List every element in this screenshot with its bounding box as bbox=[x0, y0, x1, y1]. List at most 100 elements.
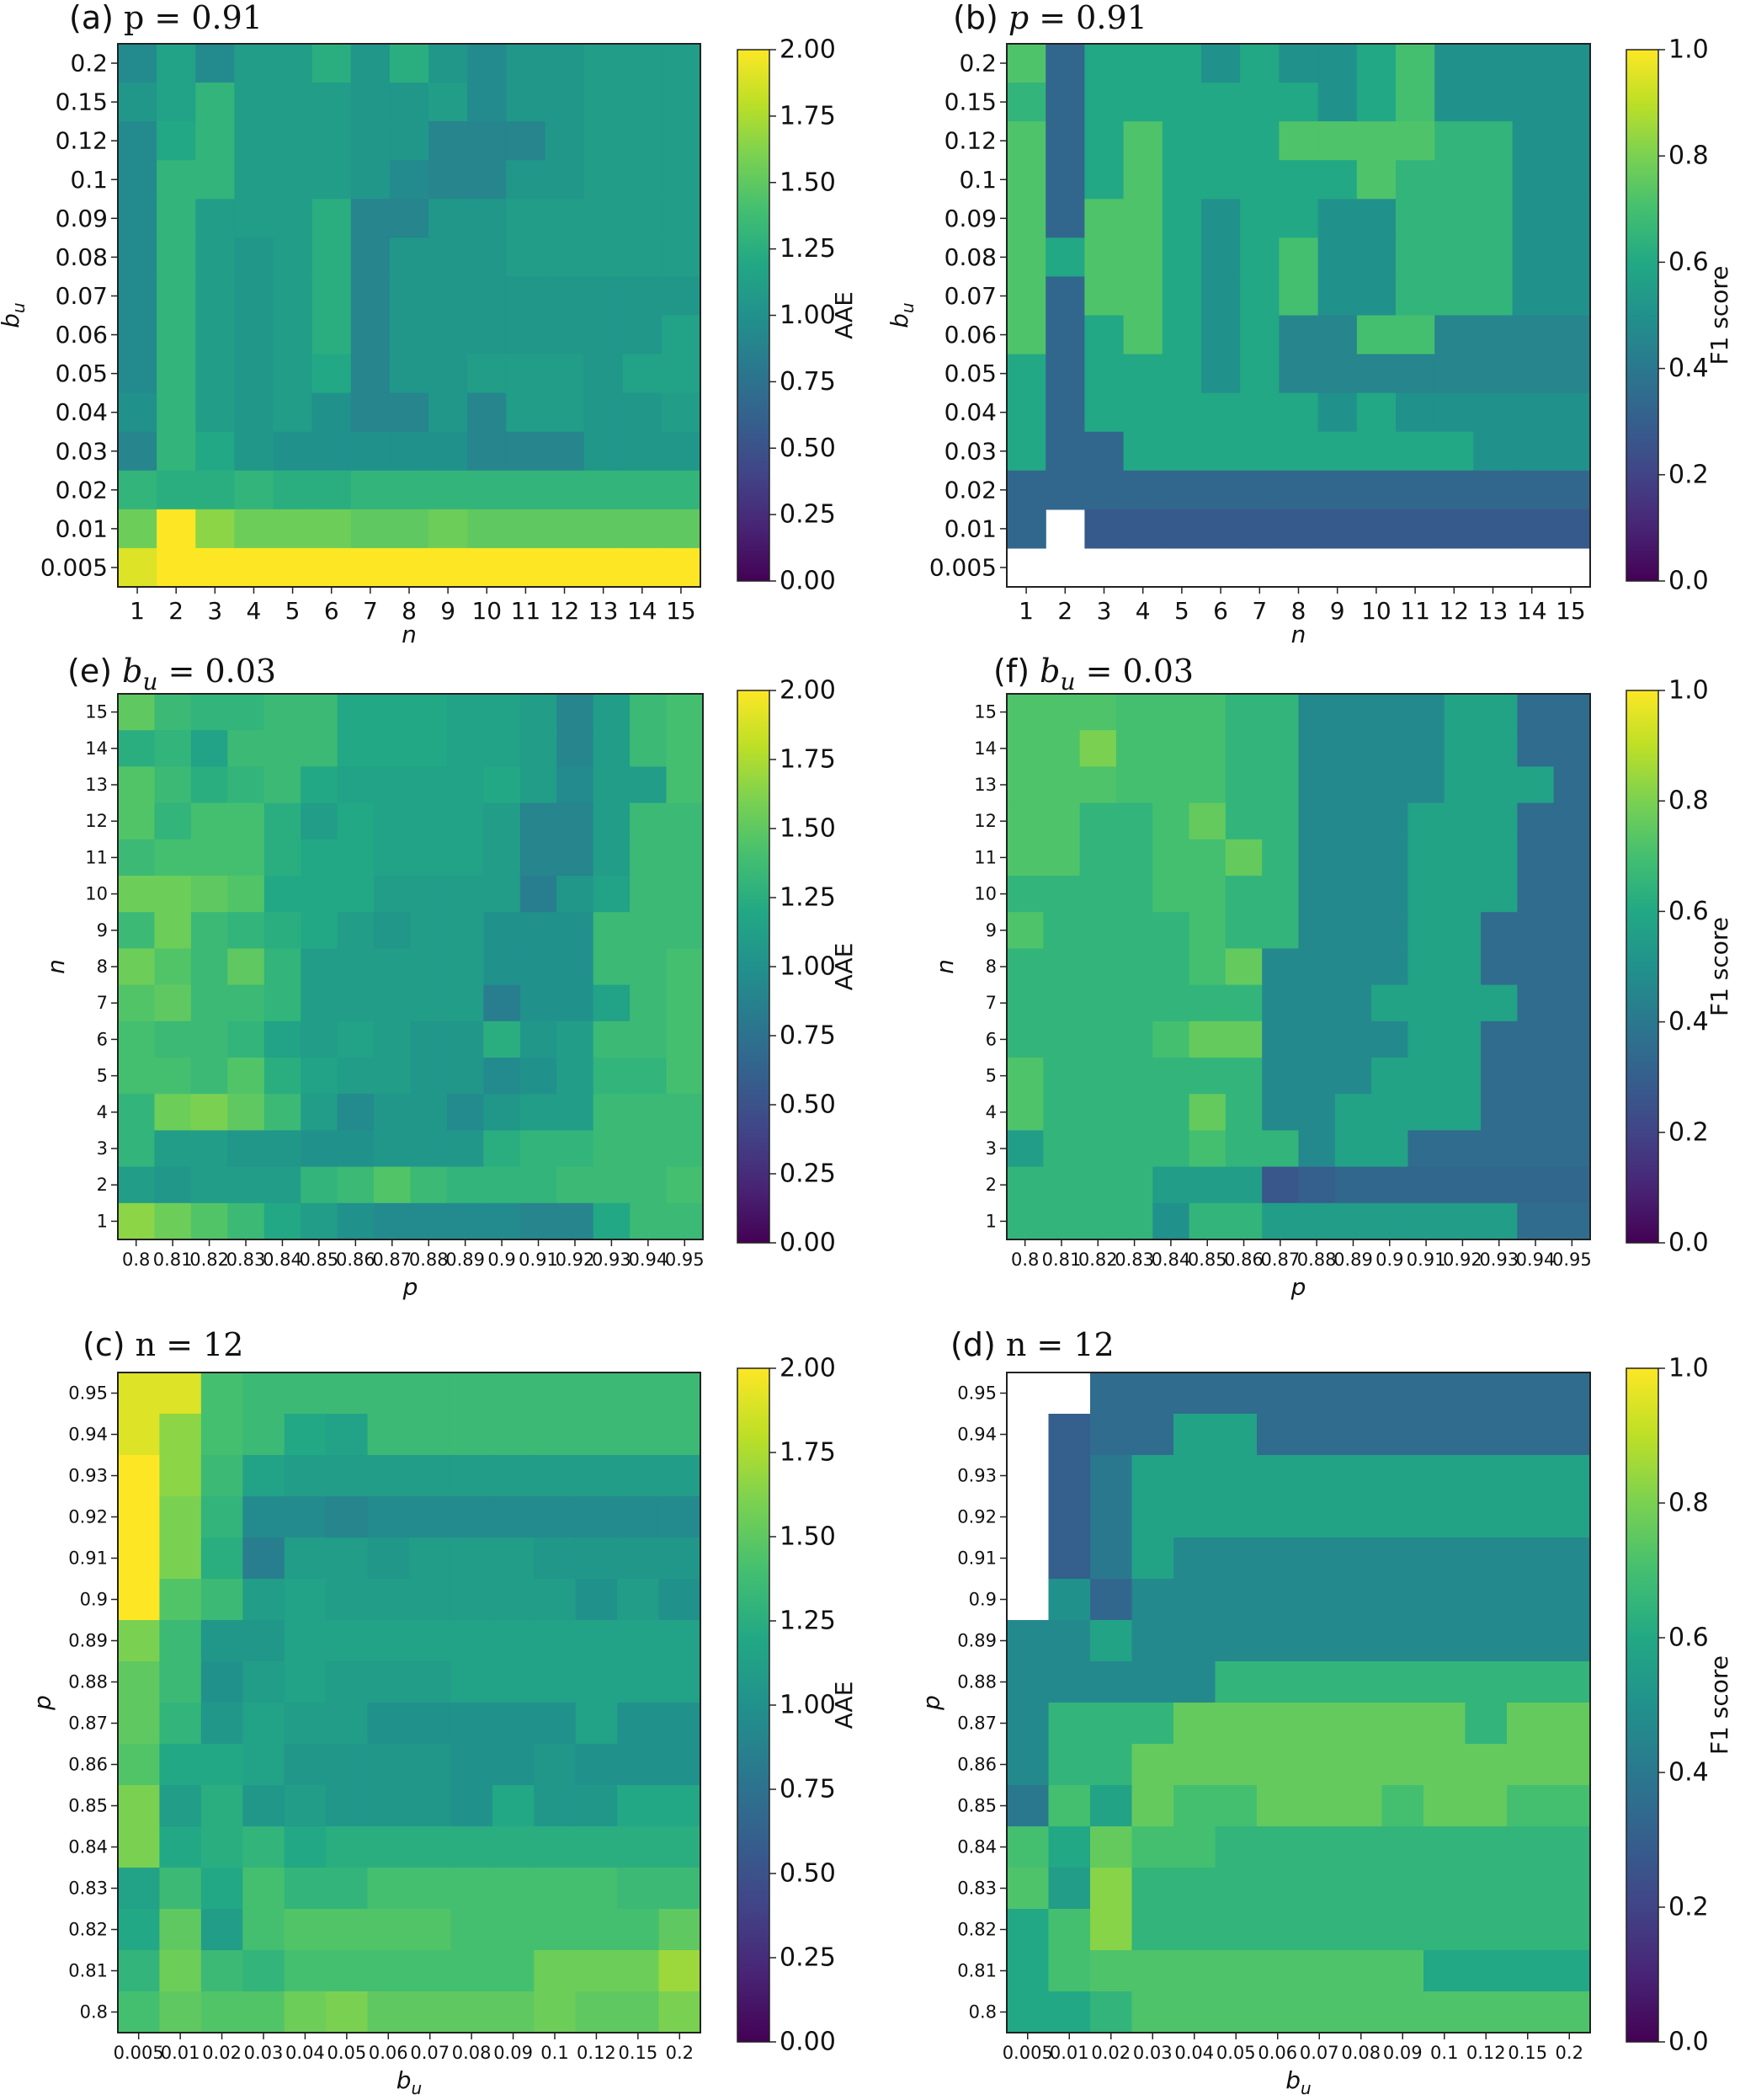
heatmap-cell bbox=[1215, 1826, 1258, 1868]
heatmap-cell bbox=[118, 1785, 161, 1827]
heatmap-cell bbox=[467, 470, 507, 510]
heatmap-cell bbox=[1423, 1496, 1466, 1538]
heatmap-cell bbox=[583, 354, 624, 394]
heatmap-cell bbox=[483, 1166, 521, 1204]
colorbar-tick-label: 0.75 bbox=[780, 367, 836, 397]
heatmap-cell bbox=[1551, 276, 1591, 317]
heatmap-cell bbox=[118, 1496, 161, 1538]
heatmap-cell bbox=[154, 948, 192, 986]
heatmap-cell bbox=[200, 1703, 243, 1745]
heatmap-cell bbox=[157, 354, 196, 394]
x-tick-label: 0.03 bbox=[244, 2043, 284, 2063]
heatmap-cell bbox=[1553, 948, 1591, 986]
heatmap-cell bbox=[534, 1538, 577, 1580]
x-tick-label: 1 bbox=[130, 597, 145, 625]
x-tick-label: 0.89 bbox=[1333, 1250, 1373, 1270]
heatmap-cell bbox=[661, 237, 701, 278]
heatmap-cell bbox=[1043, 1094, 1081, 1131]
heatmap-cells bbox=[118, 44, 701, 588]
heatmap-cell bbox=[374, 912, 412, 949]
heatmap-cell bbox=[200, 1826, 243, 1868]
heatmap-cell bbox=[519, 876, 557, 913]
heatmap-cell bbox=[1225, 1166, 1263, 1204]
heatmap-cell bbox=[1131, 1950, 1174, 1992]
heatmap-cell bbox=[450, 1785, 493, 1827]
heatmap-cell bbox=[622, 431, 662, 472]
heatmap-cell bbox=[1240, 470, 1280, 510]
heatmap-cell bbox=[658, 1826, 701, 1868]
heatmap-cell bbox=[506, 237, 546, 278]
heatmap-cell bbox=[450, 1414, 493, 1456]
heatmap-cell bbox=[1473, 160, 1514, 200]
heatmap-cell bbox=[1465, 1909, 1508, 1951]
heatmap-cell bbox=[1334, 1202, 1372, 1240]
heatmap-cell bbox=[1007, 1703, 1050, 1745]
heatmap-cell bbox=[630, 948, 668, 986]
heatmap-cell bbox=[483, 839, 521, 877]
heatmap-cell bbox=[1123, 315, 1163, 355]
y-tick-label: 0.95 bbox=[957, 1383, 997, 1404]
heatmap-cell bbox=[1507, 1991, 1550, 2033]
x-tick-label: 0.2 bbox=[1556, 2043, 1583, 2063]
heatmap-cell bbox=[1334, 1058, 1372, 1095]
colorbar-tick-label: 0.0 bbox=[1668, 567, 1709, 596]
heatmap-cell bbox=[409, 1455, 452, 1497]
title-value: = 0.91 bbox=[1029, 0, 1147, 36]
heatmap-cell bbox=[1225, 694, 1263, 731]
heatmap-cell bbox=[1123, 237, 1163, 278]
heatmap-cell bbox=[1444, 1130, 1482, 1168]
heatmap-cell bbox=[593, 694, 631, 731]
heatmap-cell bbox=[1043, 1021, 1081, 1058]
heatmap-cell bbox=[409, 1991, 452, 2033]
heatmap-cell bbox=[1262, 730, 1300, 767]
heatmap-cell bbox=[1257, 1950, 1300, 1992]
heatmap-cell bbox=[409, 1414, 452, 1456]
heatmap-cell bbox=[1407, 1058, 1445, 1095]
heatmap-cell bbox=[227, 1058, 265, 1095]
heatmap-cell bbox=[157, 44, 196, 83]
heatmap-cell bbox=[367, 1785, 410, 1827]
heatmap-cell bbox=[1434, 237, 1474, 278]
heatmap-cell bbox=[622, 547, 662, 588]
heatmap-cell bbox=[1473, 276, 1514, 317]
heatmap-cell bbox=[1396, 470, 1435, 510]
heatmap-cell bbox=[1507, 1785, 1550, 1827]
heatmap-cell bbox=[1407, 1021, 1445, 1058]
heatmap-cell bbox=[389, 237, 429, 278]
heatmap-cell bbox=[1473, 121, 1514, 161]
heatmap-cell bbox=[118, 121, 157, 161]
heatmap-cell bbox=[1298, 1579, 1341, 1621]
heatmap-cell bbox=[1007, 1826, 1050, 1868]
heatmap-cell bbox=[630, 839, 668, 877]
heatmap-cell bbox=[467, 276, 507, 317]
heatmap-cell bbox=[1517, 1058, 1555, 1095]
heatmap-cell bbox=[118, 237, 157, 278]
heatmap-cell bbox=[1340, 1496, 1383, 1538]
x-tick-label: 0.84 bbox=[263, 1250, 302, 1270]
heatmap-cell bbox=[1517, 730, 1555, 767]
heatmap-cell bbox=[1434, 199, 1474, 238]
heatmap-cell bbox=[1279, 392, 1319, 433]
heatmap-cell bbox=[666, 694, 704, 731]
heatmap-cell bbox=[1240, 392, 1280, 433]
heatmap-cell bbox=[301, 1094, 338, 1131]
heatmap-cell bbox=[1007, 1130, 1044, 1168]
heatmap-cell bbox=[556, 694, 594, 731]
heatmap-cell bbox=[1048, 1744, 1091, 1786]
heatmap-cell bbox=[1262, 876, 1300, 913]
heatmap-cell bbox=[1396, 160, 1435, 200]
x-tick-label: 7 bbox=[363, 597, 378, 625]
heatmap-cell bbox=[622, 83, 662, 122]
heatmap-cell bbox=[263, 802, 301, 840]
heatmap-cell bbox=[1201, 431, 1241, 472]
heatmap-cell bbox=[506, 276, 546, 317]
heatmap-cell bbox=[1131, 1744, 1174, 1786]
heatmap-cell bbox=[195, 44, 235, 83]
heatmap-cell bbox=[446, 984, 484, 1022]
heatmap-cell bbox=[1317, 121, 1358, 161]
x-tick-label: 6 bbox=[1213, 597, 1228, 625]
heatmap-cell bbox=[1434, 509, 1474, 549]
heatmap-cell bbox=[1381, 1661, 1424, 1703]
heatmap-cell bbox=[1407, 802, 1445, 840]
heatmap-cell bbox=[1444, 1202, 1482, 1240]
